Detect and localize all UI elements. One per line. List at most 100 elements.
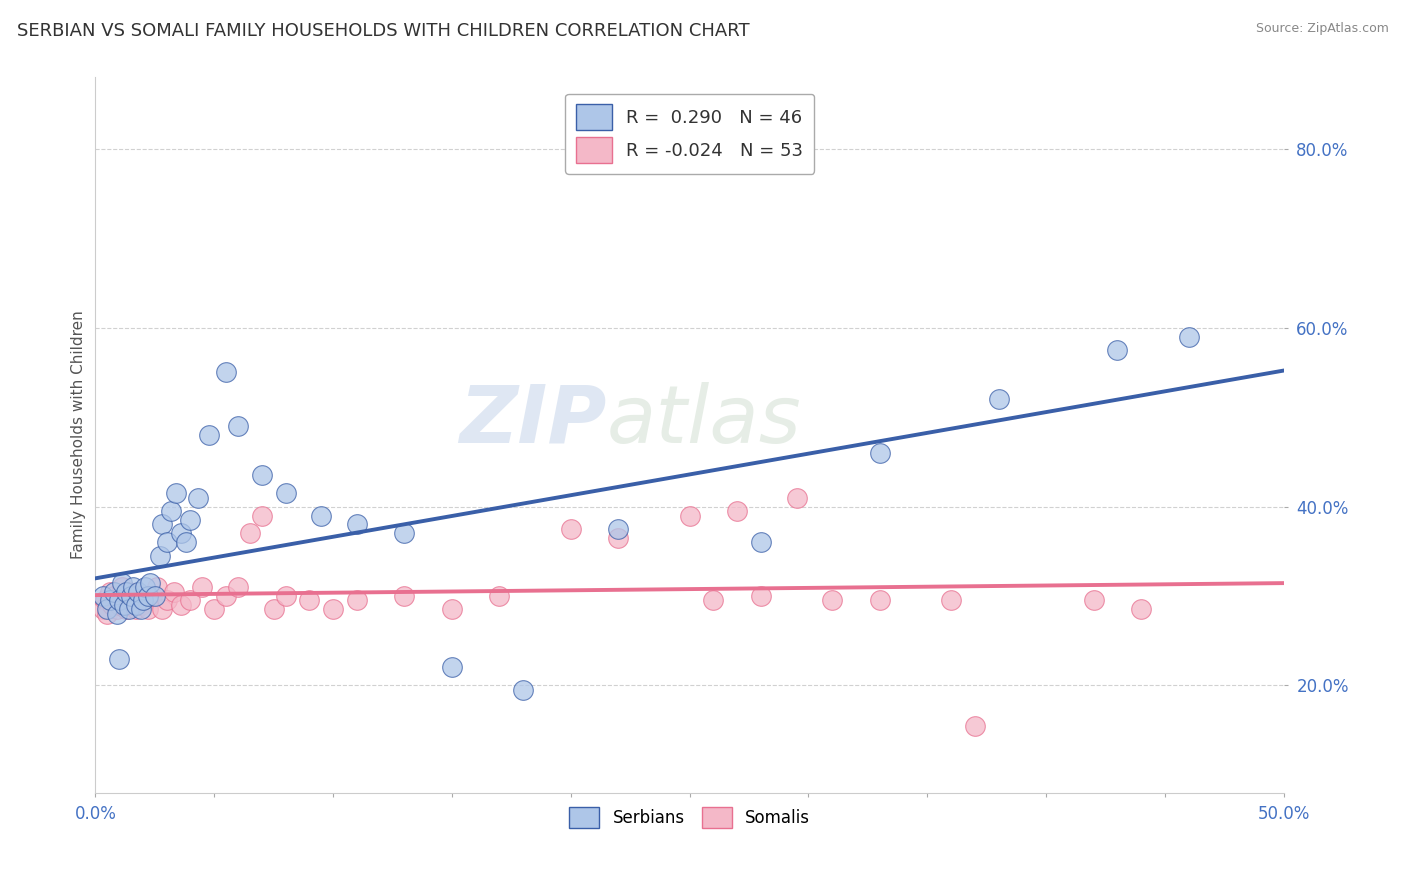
Text: ZIP: ZIP	[458, 382, 606, 459]
Point	[127, 589, 149, 603]
Point	[560, 522, 582, 536]
Point	[607, 531, 630, 545]
Point	[101, 598, 124, 612]
Point	[869, 446, 891, 460]
Point	[108, 593, 131, 607]
Legend: Serbians, Somalis: Serbians, Somalis	[562, 801, 817, 834]
Point	[103, 589, 125, 603]
Point	[179, 513, 201, 527]
Point	[512, 682, 534, 697]
Point	[440, 660, 463, 674]
Point	[939, 593, 962, 607]
Point	[139, 575, 162, 590]
Point	[156, 593, 179, 607]
Point	[191, 580, 214, 594]
Point	[103, 584, 125, 599]
Point	[122, 580, 145, 594]
Point	[150, 602, 173, 616]
Text: atlas: atlas	[606, 382, 801, 459]
Point	[91, 589, 114, 603]
Point	[112, 598, 135, 612]
Point	[129, 598, 152, 612]
Point	[346, 593, 368, 607]
Point	[165, 486, 187, 500]
Point	[309, 508, 332, 523]
Point	[607, 522, 630, 536]
Point	[179, 593, 201, 607]
Point	[132, 593, 155, 607]
Point	[786, 491, 808, 505]
Point	[1107, 343, 1129, 358]
Point	[122, 593, 145, 607]
Point	[678, 508, 700, 523]
Point	[112, 593, 135, 607]
Point	[163, 584, 186, 599]
Point	[174, 535, 197, 549]
Point	[749, 589, 772, 603]
Point	[298, 593, 321, 607]
Point	[110, 580, 132, 594]
Point	[226, 419, 249, 434]
Point	[1083, 593, 1105, 607]
Point	[239, 526, 262, 541]
Point	[202, 602, 225, 616]
Point	[215, 366, 238, 380]
Y-axis label: Family Households with Children: Family Households with Children	[72, 310, 86, 559]
Point	[118, 602, 141, 616]
Point	[869, 593, 891, 607]
Point	[187, 491, 209, 505]
Point	[136, 602, 159, 616]
Point	[150, 517, 173, 532]
Point	[98, 584, 121, 599]
Point	[132, 593, 155, 607]
Point	[226, 580, 249, 594]
Point	[987, 392, 1010, 407]
Point	[160, 504, 183, 518]
Point	[125, 598, 148, 612]
Point	[108, 598, 131, 612]
Point	[108, 651, 131, 665]
Point	[170, 526, 193, 541]
Point	[105, 607, 128, 621]
Point	[105, 602, 128, 616]
Point	[963, 718, 986, 732]
Point	[440, 602, 463, 616]
Point	[215, 589, 238, 603]
Point	[91, 602, 114, 616]
Point	[125, 602, 148, 616]
Point	[134, 580, 156, 594]
Point	[394, 589, 416, 603]
Point	[198, 428, 221, 442]
Point	[120, 589, 142, 603]
Point	[143, 589, 166, 603]
Point	[250, 508, 273, 523]
Point	[115, 602, 138, 616]
Point	[702, 593, 724, 607]
Point	[94, 593, 117, 607]
Point	[136, 589, 159, 603]
Point	[821, 593, 844, 607]
Point	[115, 584, 138, 599]
Point	[141, 589, 163, 603]
Point	[156, 535, 179, 549]
Point	[749, 535, 772, 549]
Point	[274, 589, 297, 603]
Point	[346, 517, 368, 532]
Text: SERBIAN VS SOMALI FAMILY HOUSEHOLDS WITH CHILDREN CORRELATION CHART: SERBIAN VS SOMALI FAMILY HOUSEHOLDS WITH…	[17, 22, 749, 40]
Point	[110, 575, 132, 590]
Point	[129, 602, 152, 616]
Point	[127, 584, 149, 599]
Point	[96, 607, 118, 621]
Point	[274, 486, 297, 500]
Point	[250, 468, 273, 483]
Point	[725, 504, 748, 518]
Point	[146, 580, 169, 594]
Point	[394, 526, 416, 541]
Point	[96, 602, 118, 616]
Point	[98, 593, 121, 607]
Text: Source: ZipAtlas.com: Source: ZipAtlas.com	[1256, 22, 1389, 36]
Point	[120, 598, 142, 612]
Point	[322, 602, 344, 616]
Point	[118, 584, 141, 599]
Point	[148, 549, 170, 563]
